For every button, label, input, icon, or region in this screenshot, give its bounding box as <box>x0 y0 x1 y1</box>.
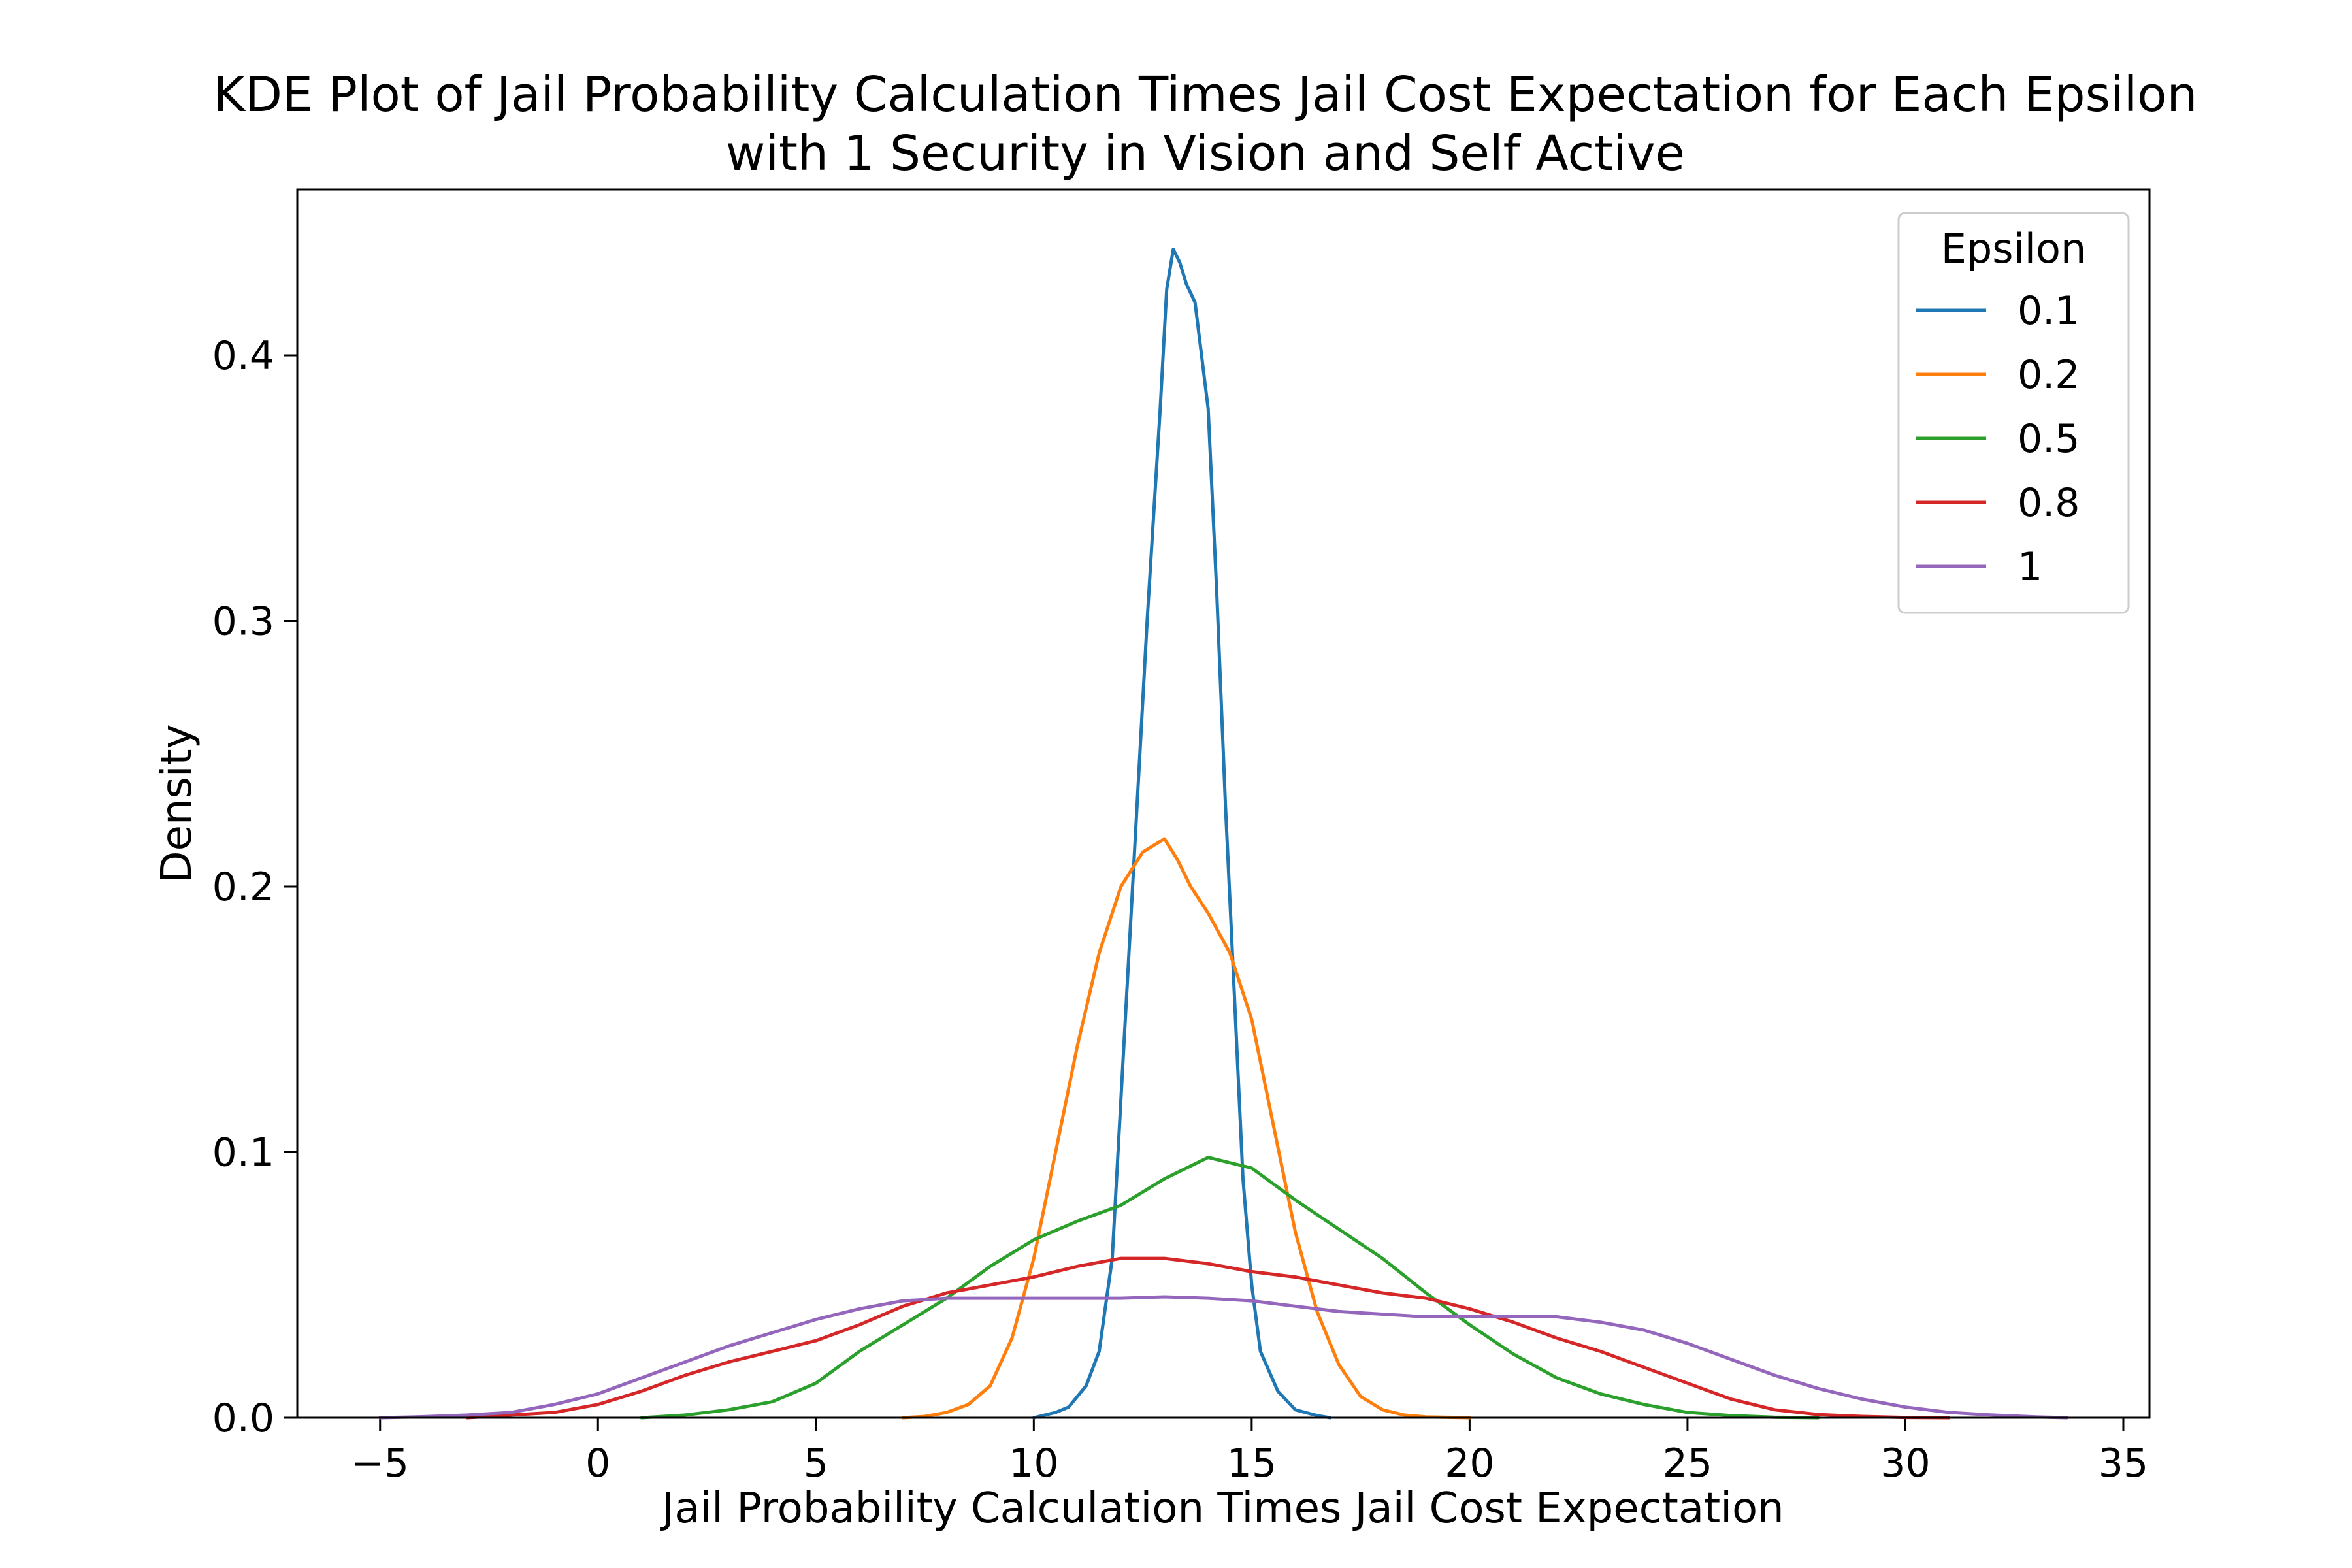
series-line-0-1 <box>1032 248 1332 1420</box>
y-tick-label: 0.2 <box>212 864 274 910</box>
x-tick-label: 20 <box>1445 1441 1494 1486</box>
legend-label: 0.2 <box>2017 352 2080 398</box>
legend-label: 0.8 <box>2017 480 2080 526</box>
legend-title: Epsilon <box>1941 225 2087 272</box>
chart-title: KDE Plot of Jail Probability Calculation… <box>214 67 2198 123</box>
y-tick-label: 0.1 <box>212 1130 274 1176</box>
x-axis-label: Jail Probability Calculation Times Jail … <box>659 1484 1784 1533</box>
series-line-1 <box>378 1295 2068 1420</box>
series-line-0-8 <box>465 1256 1951 1420</box>
x-tick-label: 10 <box>1009 1441 1058 1486</box>
series-line-0-2 <box>901 837 1471 1420</box>
legend-label: 1 <box>2017 544 2042 590</box>
legend-label: 0.5 <box>2017 416 2080 462</box>
y-tick-label: 0.4 <box>212 333 274 379</box>
x-tick-label: 0 <box>585 1441 610 1486</box>
plot-frame <box>296 188 2151 1419</box>
legend: Epsilon 0.1 0.2 0.5 0.8 1 <box>1897 212 2130 614</box>
legend-label: 0.1 <box>2017 288 2080 334</box>
legend-box <box>1897 212 2130 614</box>
y-axis-label: Density <box>153 724 201 883</box>
chart-subtitle: with 1 Security in Vision and Self Activ… <box>726 125 1685 182</box>
y-tick-label: 0.0 <box>212 1396 274 1441</box>
series-lines <box>378 248 2068 1420</box>
x-tick-label: 5 <box>804 1441 828 1486</box>
x-tick-label: 25 <box>1663 1441 1712 1486</box>
axis-ticks: −5 0 5 10 15 20 25 30 35 0.0 0.1 0.2 0.3 0.4 <box>212 333 2149 1486</box>
legend-items: 0.1 0.2 0.5 0.8 1 <box>1916 288 2080 590</box>
x-tick-label: 30 <box>1880 1441 1930 1486</box>
series-line-0-5 <box>640 1156 1820 1420</box>
y-tick-label: 0.3 <box>212 599 274 645</box>
x-tick-label: −5 <box>351 1441 409 1486</box>
x-tick-label: 35 <box>2099 1441 2148 1486</box>
x-tick-label: 15 <box>1227 1441 1277 1486</box>
